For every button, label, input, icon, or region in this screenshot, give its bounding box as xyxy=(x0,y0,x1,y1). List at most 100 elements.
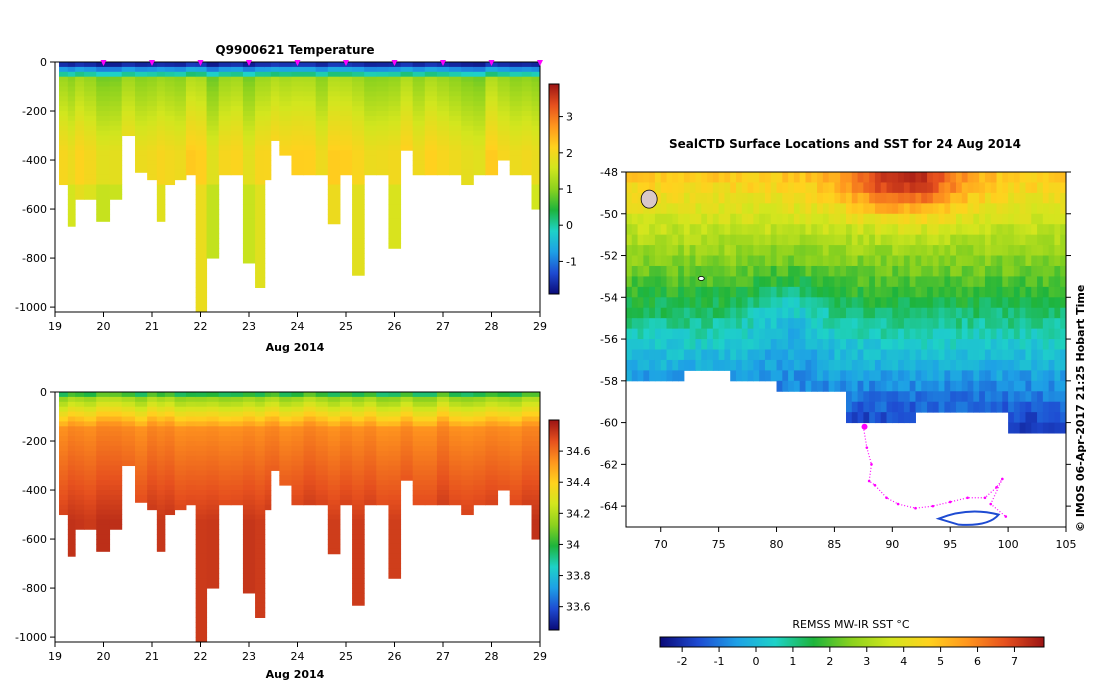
sst-cell xyxy=(747,297,754,309)
section-cell xyxy=(509,392,523,398)
section-cell xyxy=(67,494,76,501)
section-cell xyxy=(352,573,365,579)
section-cell xyxy=(206,248,220,254)
sst-cell xyxy=(996,255,1003,267)
section-cell xyxy=(121,441,136,447)
section-cell xyxy=(327,470,341,476)
sst-cell xyxy=(1037,297,1044,309)
section-cell xyxy=(255,450,266,457)
sst-cell xyxy=(1002,234,1009,246)
sst-cell xyxy=(1037,307,1044,319)
sst-cell xyxy=(846,401,853,413)
section-cell xyxy=(364,96,377,102)
section-cell xyxy=(84,194,97,200)
section-cell xyxy=(84,120,97,127)
section-cell xyxy=(449,392,462,398)
sst-cell xyxy=(1019,339,1026,350)
section-cell xyxy=(59,145,69,151)
sst-cell xyxy=(811,255,818,267)
sst-cell xyxy=(851,359,859,371)
sst-cell xyxy=(764,328,772,340)
section-cell xyxy=(206,140,220,146)
sst-cell xyxy=(846,297,853,309)
sst-cell xyxy=(747,359,754,371)
sst-cell xyxy=(1031,422,1038,434)
sst-cell xyxy=(759,328,766,340)
section-cell xyxy=(156,125,166,132)
section-cell xyxy=(135,450,148,457)
sst-cell xyxy=(701,307,708,319)
section-cell xyxy=(388,106,402,112)
section-cell xyxy=(327,475,341,481)
section-cell xyxy=(96,392,111,398)
section-cell xyxy=(147,115,158,122)
section-cell xyxy=(147,71,158,78)
seal-track-point xyxy=(885,496,888,500)
sst-cell xyxy=(782,307,789,319)
section-cell xyxy=(279,76,292,83)
section-cell xyxy=(242,111,256,117)
section-cell xyxy=(121,450,136,457)
sst-cell xyxy=(724,192,731,204)
section-cell xyxy=(174,130,187,137)
section-cell xyxy=(109,71,123,78)
section-cell xyxy=(352,485,365,491)
section-cell xyxy=(315,140,329,146)
section-cell xyxy=(352,416,365,422)
sst-cell xyxy=(898,255,905,267)
section-cell xyxy=(521,115,533,122)
sst-cell xyxy=(799,328,806,340)
sst-cell xyxy=(799,286,806,298)
sst-cell xyxy=(1054,339,1061,350)
sst-cell xyxy=(660,276,668,288)
sst-cell xyxy=(683,328,691,340)
section-cell xyxy=(449,164,462,171)
sst-cell xyxy=(764,307,772,319)
sst-cell xyxy=(886,172,893,183)
section-cell xyxy=(230,445,244,452)
sst-cell xyxy=(764,370,772,382)
section-cell xyxy=(147,111,158,117)
section-cell xyxy=(531,204,539,210)
sst-cell xyxy=(898,318,905,330)
section-cell xyxy=(291,106,305,112)
section-cell xyxy=(303,101,317,107)
x-tick-label: 23 xyxy=(242,320,256,333)
section-cell xyxy=(96,524,111,530)
section-cell xyxy=(537,504,540,511)
section-cell xyxy=(537,115,540,122)
sst-cell xyxy=(1013,245,1021,257)
sst-cell xyxy=(996,328,1003,340)
section-cell xyxy=(67,213,76,220)
section-cell xyxy=(135,62,148,68)
section-cell xyxy=(218,76,232,83)
sst-cell xyxy=(967,224,974,236)
sst-cell xyxy=(961,224,969,236)
sst-cell xyxy=(984,359,992,371)
sst-cell xyxy=(1054,412,1061,424)
sst-cell xyxy=(666,234,673,246)
sst-cell xyxy=(944,172,951,183)
section-cell xyxy=(242,431,256,437)
section-cell xyxy=(424,135,438,141)
sst-cell xyxy=(1002,245,1009,257)
section-cell xyxy=(218,406,232,413)
section-cell xyxy=(279,115,292,122)
sst-cell xyxy=(701,255,708,267)
section-cell xyxy=(388,534,402,540)
sst-cell xyxy=(834,203,841,215)
sst-cell xyxy=(944,370,951,382)
section-cell xyxy=(264,101,272,107)
section-cell xyxy=(303,140,317,146)
section-cell xyxy=(521,62,533,68)
sst-colorbar-label: REMSS MW-IR SST °C xyxy=(792,618,910,631)
section-cell xyxy=(315,96,329,102)
sst-cell xyxy=(1008,234,1015,246)
sst-cell xyxy=(707,224,714,236)
section-cell xyxy=(352,583,365,589)
sst-cell xyxy=(1002,265,1009,277)
section-cell xyxy=(230,421,244,427)
sst-cell xyxy=(660,182,668,194)
section-cell xyxy=(195,583,208,589)
sst-cell xyxy=(666,297,673,309)
